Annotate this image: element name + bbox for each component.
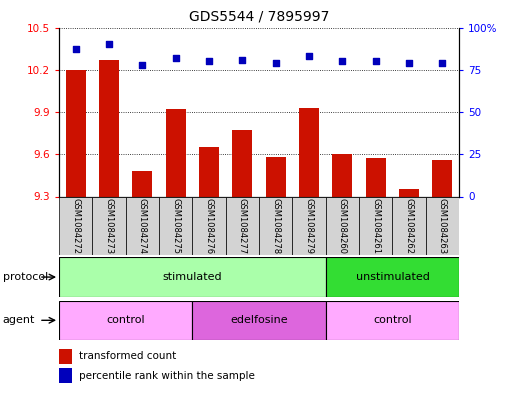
Text: control: control — [106, 315, 145, 325]
Text: GSM1084272: GSM1084272 — [71, 198, 80, 254]
Text: GSM1084276: GSM1084276 — [205, 198, 213, 254]
Bar — [326, 301, 459, 340]
Text: agent: agent — [3, 315, 35, 325]
Bar — [359, 196, 392, 255]
Bar — [199, 147, 219, 196]
Point — [338, 58, 346, 64]
Text: GSM1084274: GSM1084274 — [138, 198, 147, 254]
Point — [171, 55, 180, 61]
Bar — [259, 196, 292, 255]
Point — [305, 53, 313, 59]
Title: GDS5544 / 7895997: GDS5544 / 7895997 — [189, 9, 329, 24]
Bar — [59, 368, 72, 383]
Bar — [59, 257, 326, 297]
Point — [71, 46, 80, 53]
Bar — [59, 301, 192, 340]
Text: edelfosine: edelfosine — [230, 315, 288, 325]
Text: protocol: protocol — [3, 272, 48, 282]
Bar — [332, 154, 352, 196]
Point — [238, 57, 246, 63]
Bar — [299, 108, 319, 196]
Bar — [226, 196, 259, 255]
Bar — [232, 130, 252, 196]
Bar — [366, 158, 386, 196]
Bar — [432, 160, 452, 196]
Bar — [326, 196, 359, 255]
Text: GSM1084261: GSM1084261 — [371, 198, 380, 254]
Bar — [99, 60, 119, 196]
Point — [138, 62, 146, 68]
Bar — [192, 301, 326, 340]
Point — [271, 60, 280, 66]
Text: GSM1084260: GSM1084260 — [338, 198, 347, 254]
Text: GSM1084273: GSM1084273 — [105, 198, 113, 254]
Text: transformed count: transformed count — [78, 351, 176, 361]
Text: GSM1084275: GSM1084275 — [171, 198, 180, 254]
Point — [105, 41, 113, 48]
Text: GSM1084277: GSM1084277 — [238, 198, 247, 254]
Text: GSM1084279: GSM1084279 — [305, 198, 313, 254]
Bar — [192, 196, 226, 255]
Bar — [166, 109, 186, 196]
Bar — [159, 196, 192, 255]
Bar — [399, 189, 419, 196]
Text: percentile rank within the sample: percentile rank within the sample — [78, 371, 254, 381]
Text: GSM1084278: GSM1084278 — [271, 198, 280, 254]
Text: control: control — [373, 315, 412, 325]
Bar — [66, 70, 86, 196]
Bar — [92, 196, 126, 255]
Text: GSM1084262: GSM1084262 — [405, 198, 413, 254]
Bar — [266, 157, 286, 196]
Point — [405, 60, 413, 66]
Bar — [392, 196, 426, 255]
Point — [438, 60, 446, 66]
Bar — [59, 196, 92, 255]
Text: unstimulated: unstimulated — [356, 272, 429, 282]
Text: stimulated: stimulated — [163, 272, 222, 282]
Text: GSM1084263: GSM1084263 — [438, 198, 447, 254]
Point — [205, 58, 213, 64]
Bar — [132, 171, 152, 196]
Point — [371, 58, 380, 64]
Bar — [292, 196, 326, 255]
Bar — [59, 349, 72, 364]
Bar — [326, 257, 459, 297]
Bar — [126, 196, 159, 255]
Bar — [426, 196, 459, 255]
